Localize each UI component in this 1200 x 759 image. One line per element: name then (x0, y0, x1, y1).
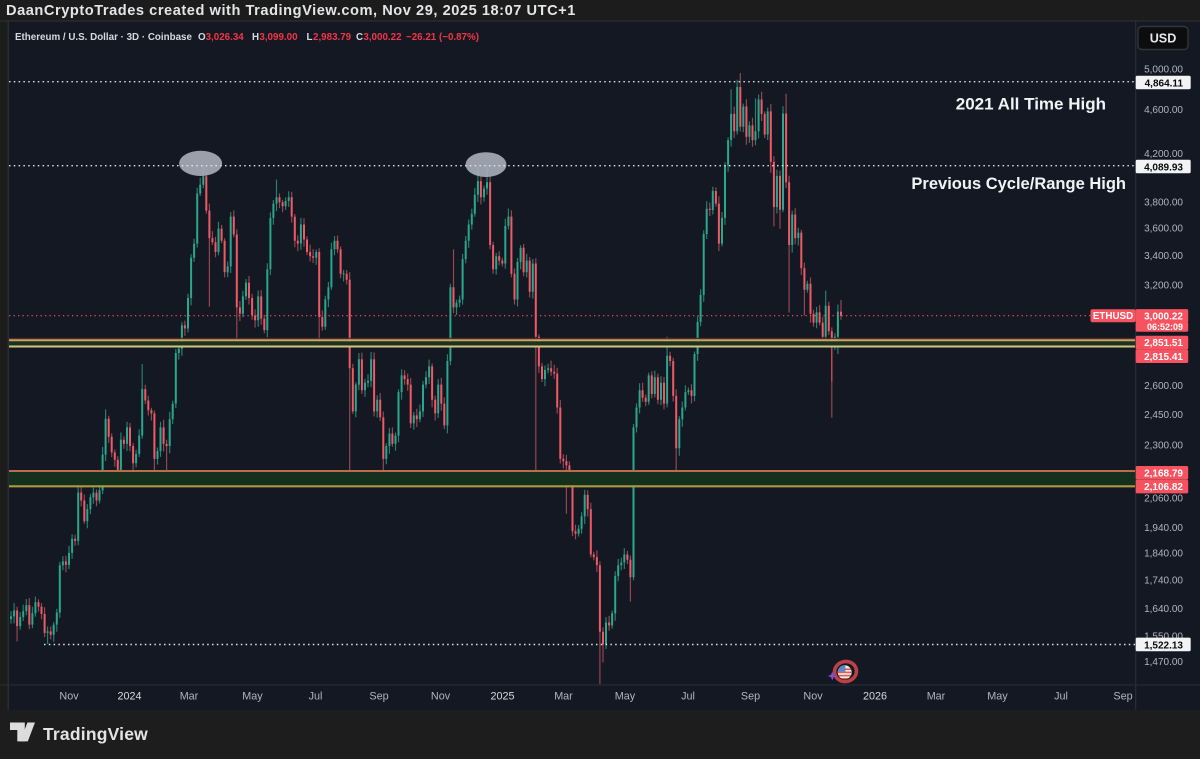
svg-text:Mar: Mar (927, 691, 946, 703)
svg-text:4,200.00: 4,200.00 (1144, 149, 1183, 160)
svg-text:Mar: Mar (180, 691, 199, 703)
svg-text:2026: 2026 (863, 691, 887, 703)
svg-text:3,600.00: 3,600.00 (1144, 224, 1183, 235)
svg-text:2,168.79: 2,168.79 (1144, 468, 1183, 479)
svg-text:TradingView: TradingView (43, 724, 148, 744)
svg-text:2024: 2024 (117, 691, 141, 703)
svg-text:USD: USD (1150, 32, 1177, 46)
svg-text:May: May (987, 691, 1008, 703)
svg-text:1,740.00: 1,740.00 (1144, 575, 1183, 586)
svg-text:3,400.00: 3,400.00 (1144, 251, 1183, 262)
svg-text:May: May (615, 691, 636, 703)
svg-text:4,089.93: 4,089.93 (1144, 163, 1183, 174)
svg-text:2,815.41: 2,815.41 (1144, 352, 1183, 363)
svg-text:Mar: Mar (554, 691, 573, 703)
svg-text:Jul: Jul (1054, 691, 1068, 703)
svg-text:Nov: Nov (59, 691, 79, 703)
svg-text:Nov: Nov (803, 691, 823, 703)
svg-text:06:52:09: 06:52:09 (1147, 322, 1183, 332)
svg-text:2,060.00: 2,060.00 (1144, 494, 1183, 505)
svg-text:1,550.00: 1,550.00 (1144, 631, 1183, 642)
svg-text:1,640.00: 1,640.00 (1144, 604, 1183, 615)
svg-text:3,200.00: 3,200.00 (1144, 281, 1183, 292)
svg-text:Sep: Sep (1113, 691, 1132, 703)
svg-text:4,864.11: 4,864.11 (1145, 79, 1184, 90)
svg-text:1,840.00: 1,840.00 (1144, 548, 1183, 559)
svg-text:2,600.00: 2,600.00 (1144, 381, 1183, 392)
svg-text:Jul: Jul (681, 691, 695, 703)
svg-text:ETHUSD: ETHUSD (1093, 311, 1133, 322)
svg-text:DaanCryptoTrades created with: DaanCryptoTrades created with TradingVie… (6, 3, 576, 19)
svg-text:1,522.13: 1,522.13 (1144, 640, 1183, 651)
svg-text:Sep: Sep (741, 691, 760, 703)
svg-text:2,450.00: 2,450.00 (1144, 410, 1183, 421)
svg-text:Ethereum / U.S. Dollar · 3D ·: Ethereum / U.S. Dollar · 3D · Coinbase (15, 32, 192, 43)
svg-text:Sep: Sep (369, 691, 388, 703)
svg-text:Jul: Jul (309, 691, 323, 703)
svg-text:May: May (242, 691, 263, 703)
svg-text:5,000.00: 5,000.00 (1144, 64, 1183, 75)
svg-text:2021 All Time High: 2021 All Time High (956, 95, 1106, 114)
svg-text:Previous Cycle/Range High: Previous Cycle/Range High (911, 175, 1126, 193)
svg-text:3,800.00: 3,800.00 (1144, 197, 1183, 208)
svg-text:1,470.00: 1,470.00 (1144, 657, 1183, 668)
svg-text:Nov: Nov (431, 691, 451, 703)
svg-text:4,600.00: 4,600.00 (1144, 105, 1183, 116)
svg-text:1,940.00: 1,940.00 (1144, 523, 1183, 534)
svg-text:3,000.22: 3,000.22 (1144, 312, 1183, 323)
svg-text:2,851.51: 2,851.51 (1144, 338, 1183, 349)
svg-text:2025: 2025 (490, 691, 514, 703)
svg-text:2,106.82: 2,106.82 (1144, 482, 1183, 493)
svg-text:2,300.00: 2,300.00 (1144, 440, 1183, 451)
